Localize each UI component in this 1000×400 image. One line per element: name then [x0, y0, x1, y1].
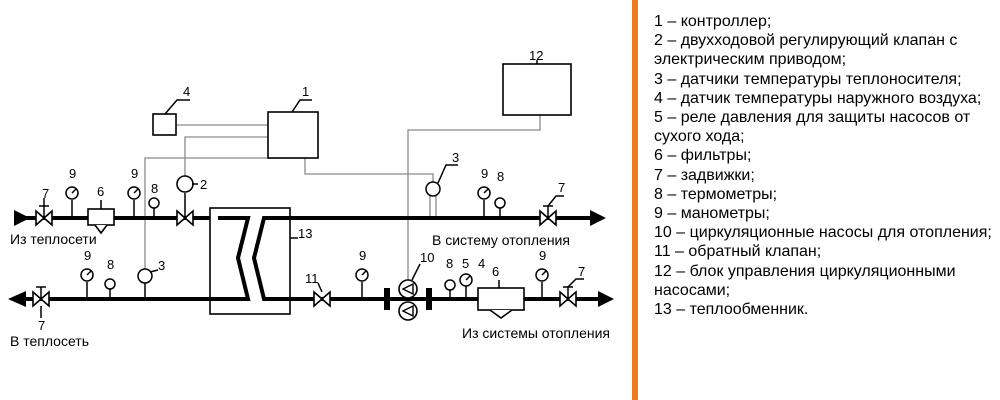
outdoor-temperature-sensor-box	[152, 113, 177, 136]
legend-item: 7 – задвижки;	[654, 166, 755, 184]
callout-7-supply-out: 7	[558, 180, 565, 195]
pressure-gauge-supply-1	[65, 186, 79, 218]
temperature-sensor-supply	[425, 181, 441, 197]
caption-from-network: Из теплосети	[10, 231, 97, 247]
pressure-relay	[459, 273, 473, 299]
callout-12: 12	[529, 48, 543, 63]
check-valve	[313, 290, 331, 308]
heat-exchanger	[209, 207, 291, 315]
callout-9-supply-3: 9	[481, 166, 488, 181]
callout-8-supply-2: 8	[497, 169, 504, 184]
thermometer-supply-2	[494, 197, 506, 218]
heating-unit-diagram: 1 2 3 3 4 4 5 6 6 7 7 7 7 8 8 8 8 9 9 9 …	[8, 48, 614, 349]
filter-supply	[87, 208, 115, 235]
callout-9-return-3: 9	[539, 248, 546, 263]
caption-from-heating: Из системы отопления	[462, 325, 610, 341]
supply-inlet-arrow	[14, 210, 30, 226]
callout-numbers: 1 2 3 3 4 4 5 6 6 7 7 7 7 8 8 8 8 9 9 9 …	[38, 48, 585, 333]
callout-7-return-in: 7	[578, 264, 585, 279]
callout-3-return: 3	[158, 258, 165, 273]
thermometer-return-2	[444, 279, 456, 299]
callout-1: 1	[302, 84, 309, 99]
temperature-sensor-return	[137, 268, 153, 299]
legend-item: 4 – датчик температуры наружного воздуха…	[654, 89, 982, 107]
control-valve-with-actuator	[176, 175, 194, 227]
thermometer-return-1	[104, 278, 116, 299]
legend-item: 9 – манометры;	[654, 205, 770, 223]
callout-4-return: 4	[478, 256, 485, 271]
orange-divider	[632, 0, 638, 400]
callout-13: 13	[298, 226, 312, 241]
legend-item: 11 – обратный клапан;	[654, 243, 822, 261]
legend-item: 8 – термометры;	[654, 185, 778, 203]
callout-8-supply-1: 8	[151, 181, 158, 196]
legend-item: 12 – блок управления циркуляционными нас…	[654, 262, 956, 299]
callout-3-supply: 3	[452, 150, 459, 165]
caption-to-network: В теплосеть	[10, 333, 89, 349]
callout-7-supply-in: 7	[42, 186, 49, 201]
pressure-gauge-return-3	[535, 268, 549, 299]
legend-item: 13 – теплообменник.	[654, 301, 809, 319]
legend-item: 10 – циркуляционные насосы для отопления…	[654, 224, 992, 242]
callout-leaders	[40, 60, 584, 318]
pressure-gauge-return-1	[80, 268, 94, 299]
callout-2: 2	[200, 177, 207, 192]
callout-8-return-1: 8	[107, 257, 114, 272]
callout-9-supply-2: 9	[131, 166, 138, 181]
supply-outlet-arrow	[590, 210, 606, 226]
caption-to-heating: В систему отопления	[432, 232, 570, 248]
pressure-gauge-return-2	[355, 268, 369, 299]
thermometer-supply-1	[148, 197, 160, 218]
callout-9-supply-1: 9	[69, 166, 76, 181]
circulation-pumps	[384, 279, 432, 321]
legend-item: 3 – датчики температуры теплоносителя;	[654, 70, 962, 88]
callout-7-return-out: 7	[38, 318, 45, 333]
callout-9-return-2: 9	[359, 248, 366, 263]
gate-valve-return-in	[559, 286, 577, 308]
gate-valve-supply-in	[35, 205, 53, 227]
callout-5: 5	[462, 256, 469, 271]
callout-10: 10	[420, 250, 434, 265]
return-inlet-arrow	[598, 291, 614, 307]
controller-box	[267, 111, 319, 159]
callout-4: 4	[183, 84, 190, 99]
pressure-gauge-supply-3	[477, 186, 491, 218]
filter-return	[477, 287, 525, 319]
callout-11: 11	[305, 271, 319, 286]
legend-item: 1 – контроллер;	[654, 13, 772, 30]
legend-item: 5 – реле давления для защиты насосов от …	[654, 109, 971, 146]
callout-8-return-2: 8	[446, 256, 453, 271]
legend-item: 2 – двухходовой регулирующий клапан с эл…	[654, 32, 958, 69]
gate-valve-return-out	[32, 286, 50, 308]
legend-list: 1 – контроллер; 2 – двухходовой регулиру…	[654, 12, 994, 319]
callout-6-return: 6	[492, 264, 499, 279]
return-outlet-arrow	[8, 291, 26, 307]
callout-6-supply: 6	[97, 184, 104, 199]
callout-9-return-1: 9	[84, 248, 91, 263]
pressure-gauge-supply-2	[127, 186, 141, 218]
legend-item: 6 – фильтры;	[654, 147, 752, 165]
gate-valve-supply-out	[539, 205, 557, 227]
pump-control-unit-box	[502, 63, 572, 116]
